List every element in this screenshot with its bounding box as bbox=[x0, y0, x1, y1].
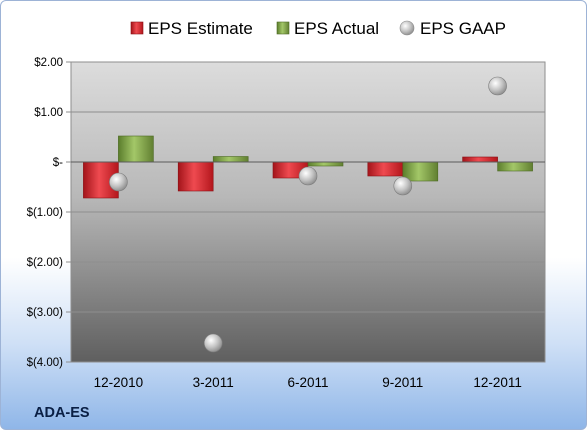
bar-estimate-3 bbox=[367, 161, 404, 177]
legend-actual-label: EPS Actual bbox=[294, 19, 379, 38]
point-gaap-2 bbox=[298, 166, 318, 186]
bar-actual-4 bbox=[497, 161, 533, 172]
y-tick-label-1: $1.00 bbox=[34, 107, 63, 119]
point-gaap-4 bbox=[488, 76, 507, 96]
bar-actual-1 bbox=[212, 156, 249, 163]
point-gaap-3 bbox=[393, 176, 413, 196]
gridlines bbox=[71, 61, 545, 363]
y-tick-label-4: $(2.00) bbox=[27, 257, 64, 269]
bar-actual-3 bbox=[402, 161, 439, 182]
y-tick-label-0: $2.00 bbox=[34, 57, 63, 69]
x-tick-label-4: 12-2011 bbox=[473, 375, 522, 390]
x-tick-label-0: 12-2010 bbox=[94, 375, 144, 390]
y-tick-label-6: $(4.00) bbox=[27, 357, 64, 369]
bar-estimate-4 bbox=[462, 156, 498, 163]
point-gaap-1 bbox=[203, 333, 223, 353]
legend-gaap-swatch bbox=[399, 20, 415, 36]
x-axis-labels: 12-2010 3-2011 6-2011 9-2011 12-2011 bbox=[94, 375, 522, 390]
y-tick-label-5: $(3.00) bbox=[27, 307, 64, 319]
x-tick-label-3: 9-2011 bbox=[382, 375, 423, 390]
y-axis-ticks: $2.00 $1.00 $- $(1.00) $(2.00) $(3.00) $(4.00) bbox=[27, 57, 71, 369]
legend-estimate-label: EPS Estimate bbox=[148, 19, 253, 38]
gaap-points bbox=[109, 76, 507, 353]
bar-estimate-1 bbox=[177, 161, 214, 192]
ticker-label: ADA-ES bbox=[34, 405, 90, 421]
legend-estimate-swatch bbox=[130, 21, 144, 35]
point-gaap-0 bbox=[109, 172, 128, 192]
legend-actual-swatch bbox=[276, 21, 290, 35]
x-tick-label-2: 6-2011 bbox=[287, 375, 328, 390]
bars bbox=[71, 135, 545, 199]
y-tick-label-2: $- bbox=[53, 157, 63, 169]
legend: EPS Estimate EPS Actual EPS GAAP bbox=[130, 19, 506, 38]
bar-actual-2 bbox=[307, 161, 344, 167]
y-tick-label-3: $(1.00) bbox=[27, 207, 64, 219]
legend-gaap-label: EPS GAAP bbox=[420, 19, 506, 38]
x-tick-label-1: 3-2011 bbox=[193, 375, 234, 390]
bar-actual-0 bbox=[118, 135, 154, 163]
